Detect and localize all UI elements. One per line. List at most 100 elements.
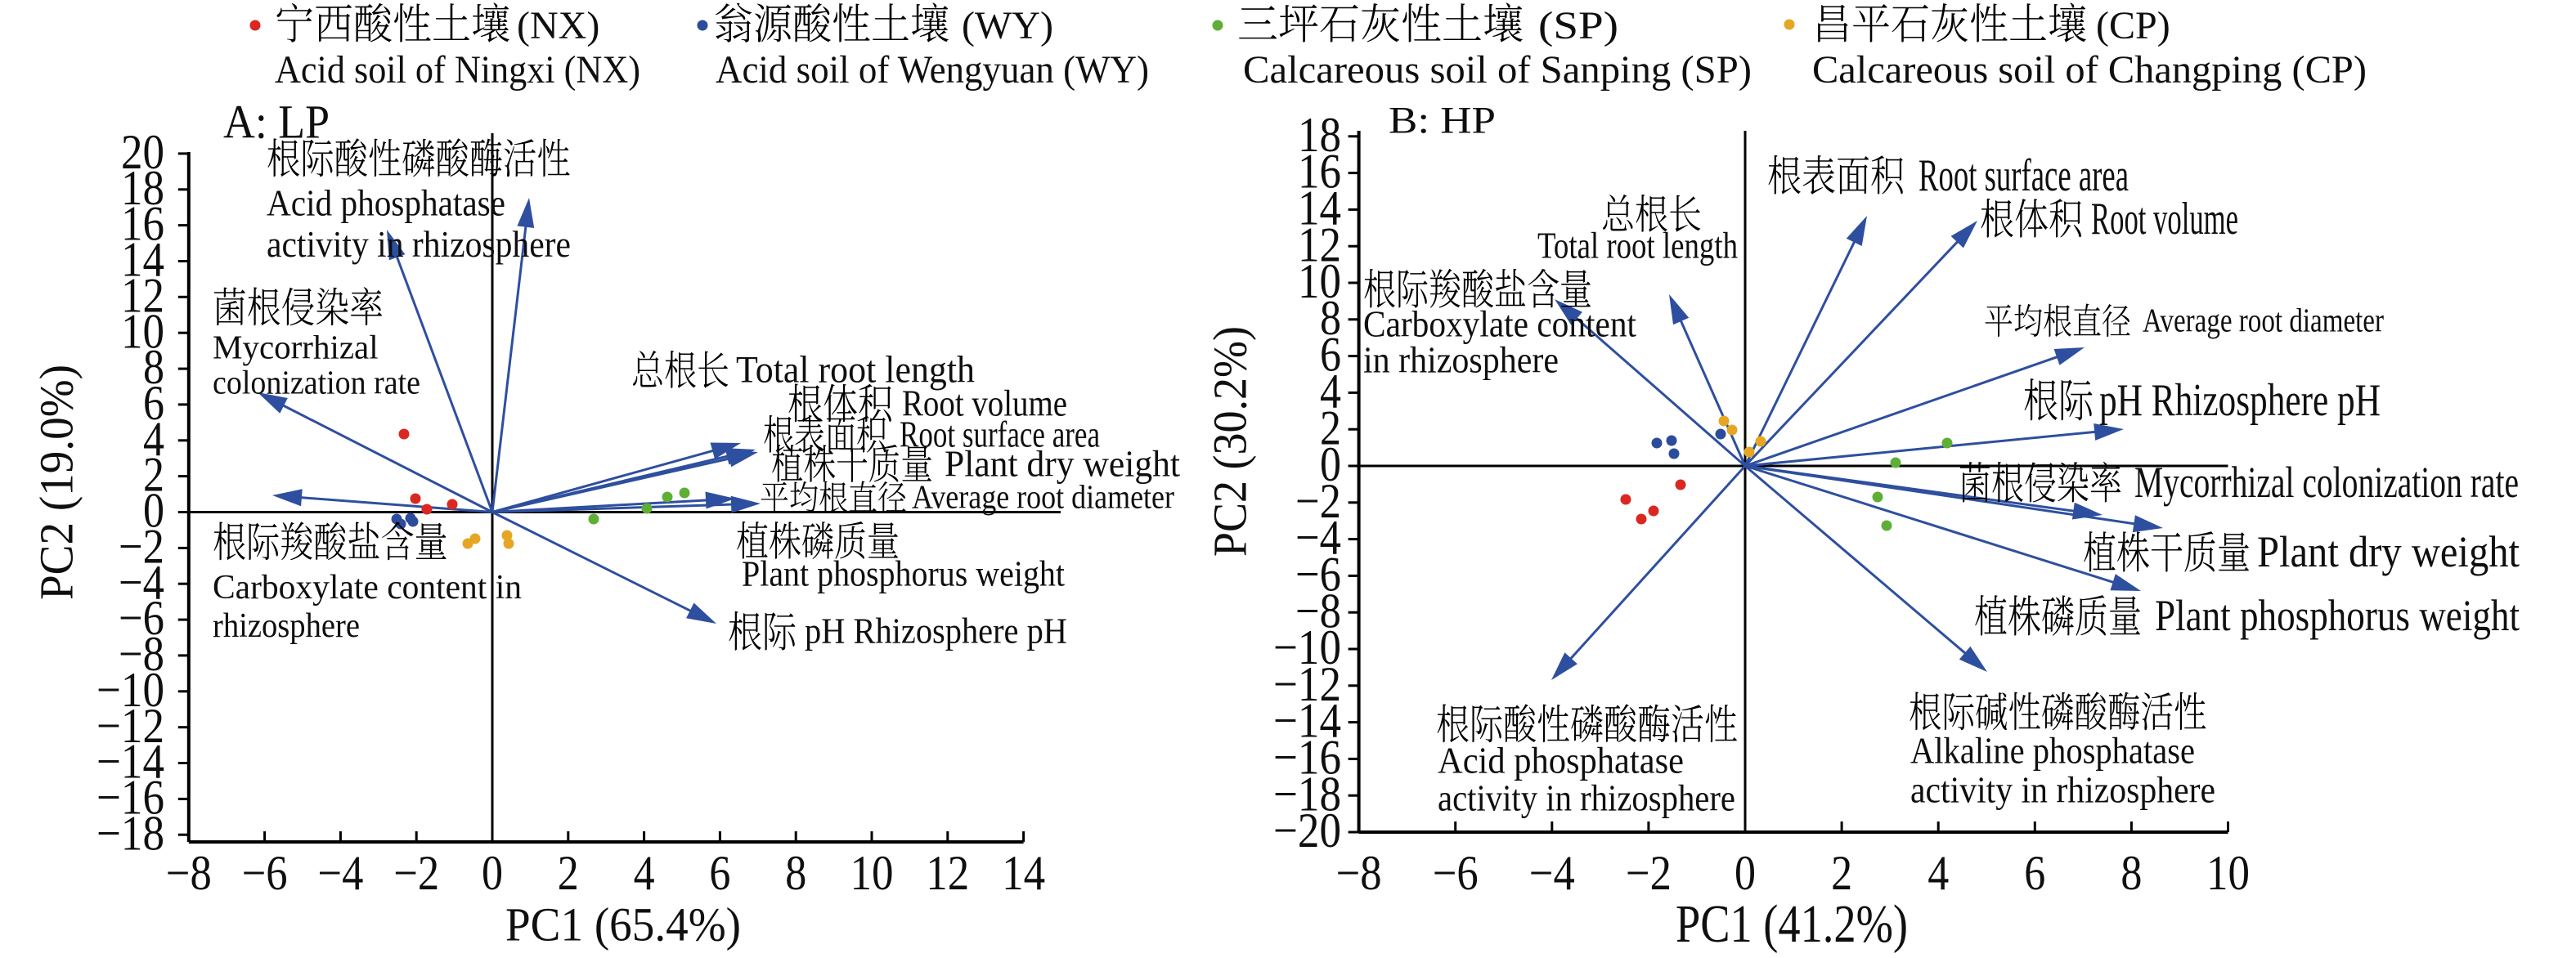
svg-text:PC1 (65.4%): PC1 (65.4%) (505, 898, 741, 951)
svg-text:4: 4 (143, 412, 164, 466)
svg-text:0: 0 (143, 484, 164, 538)
svg-text:−10: −10 (1273, 620, 1341, 674)
svg-text:Total root length: Total root length (1537, 224, 1738, 266)
svg-text:Root surface area: Root surface area (900, 413, 1100, 454)
svg-text:Acid soil of Wengyuan (WY): Acid soil of Wengyuan (WY) (716, 48, 1149, 92)
svg-text:4: 4 (634, 846, 655, 900)
svg-text:20: 20 (121, 125, 164, 179)
svg-text:pH Rhizosphere pH: pH Rhizosphere pH (805, 611, 1067, 651)
svg-text:6: 6 (1320, 328, 1341, 382)
svg-text:−12: −12 (1273, 657, 1341, 711)
svg-text:PC2 (19.0%): PC2 (19.0%) (29, 365, 83, 600)
svg-text:0: 0 (482, 846, 503, 900)
svg-text:−8: −8 (1336, 846, 1382, 900)
svg-text:(SP): (SP) (1538, 4, 1618, 47)
svg-text:Acid soil of Ningxi (NX): Acid soil of Ningxi (NX) (275, 48, 640, 92)
svg-text:Carboxylate content: Carboxylate content (1363, 302, 1636, 344)
svg-text:12: 12 (926, 846, 969, 900)
svg-text:−6: −6 (119, 591, 164, 645)
svg-text:PC1 (41.2%): PC1 (41.2%) (1676, 894, 1908, 954)
svg-text:−8: −8 (1295, 584, 1341, 638)
svg-text:0: 0 (1735, 846, 1756, 900)
svg-text:12: 12 (121, 268, 164, 322)
svg-text:14: 14 (1002, 846, 1045, 900)
svg-text:PC2 (30.2%): PC2 (30.2%) (1203, 326, 1256, 557)
svg-text:Calcareous soil of Sanping (SP: Calcareous soil of Sanping (SP) (1243, 48, 1752, 92)
svg-text:Total root length: Total root length (736, 349, 975, 392)
svg-text:16: 16 (1298, 145, 1341, 199)
svg-text:Calcareous soil of Changping (: Calcareous soil of Changping (CP) (1812, 48, 2367, 92)
svg-text:−2: −2 (393, 846, 439, 900)
svg-text:−4: −4 (317, 846, 363, 900)
svg-text:16: 16 (121, 197, 164, 251)
svg-text:Mycorrhizal: Mycorrhizal (213, 329, 379, 366)
svg-text:(WY): (WY) (962, 4, 1053, 47)
svg-text:Acid phosphatase: Acid phosphatase (267, 181, 505, 223)
svg-text:−4: −4 (119, 555, 164, 609)
svg-text:−20: −20 (1273, 804, 1341, 857)
svg-text:−18: −18 (96, 806, 164, 860)
svg-text:18: 18 (1298, 108, 1341, 162)
svg-text:−2: −2 (1295, 474, 1341, 528)
svg-text:−4: −4 (1295, 511, 1341, 565)
svg-text:−6: −6 (1295, 548, 1341, 602)
svg-text:4: 4 (1928, 846, 1949, 900)
svg-text:A: LP: A: LP (223, 95, 330, 148)
svg-text:2: 2 (1320, 401, 1341, 454)
svg-text:Acid phosphatase: Acid phosphatase (1438, 739, 1684, 781)
svg-text:Mycorrhizal colonization rate: Mycorrhizal colonization rate (2134, 458, 2519, 507)
svg-text:14: 14 (1298, 181, 1341, 235)
svg-text:2: 2 (558, 846, 579, 900)
svg-text:8: 8 (143, 340, 164, 394)
svg-text:2: 2 (1831, 846, 1852, 900)
svg-text:−16: −16 (96, 771, 164, 825)
svg-text:Plant dry weight: Plant dry weight (945, 442, 1180, 484)
svg-text:activity in rhizosphere: activity in rhizosphere (1910, 768, 2215, 810)
svg-text:activity in rhizosphere: activity in rhizosphere (1438, 777, 1735, 818)
svg-text:6: 6 (2024, 846, 2045, 900)
svg-text:B: HP: B: HP (1389, 100, 1496, 142)
svg-text:−10: −10 (96, 663, 164, 717)
svg-text:10: 10 (2206, 846, 2250, 900)
svg-text:Plant dry weight: Plant dry weight (2257, 527, 2520, 576)
svg-text:−6: −6 (1433, 846, 1479, 900)
svg-text:0: 0 (1320, 437, 1341, 491)
svg-text:6: 6 (143, 376, 164, 430)
svg-text:Plant phosphorus weight: Plant phosphorus weight (742, 554, 1065, 594)
svg-text:14: 14 (121, 233, 164, 287)
svg-text:2: 2 (143, 448, 164, 502)
svg-text:10: 10 (1298, 254, 1341, 308)
svg-text:Root volume: Root volume (902, 382, 1067, 423)
svg-text:in rhizosphere: in rhizosphere (1363, 338, 1559, 380)
svg-text:colonization rate: colonization rate (213, 364, 420, 401)
svg-text:−14: −14 (96, 735, 164, 789)
svg-text:12: 12 (1298, 217, 1341, 271)
svg-text:−8: −8 (119, 627, 164, 681)
svg-text:(NX): (NX) (517, 4, 599, 47)
svg-text:−16: −16 (1273, 731, 1341, 785)
svg-text:Root volume: Root volume (2091, 194, 2238, 244)
svg-text:(CP): (CP) (2096, 4, 2170, 47)
svg-text:8: 8 (785, 846, 806, 900)
svg-text:Carboxylate content in: Carboxylate content in (213, 569, 522, 607)
svg-text:Average root diameter: Average root diameter (912, 478, 1174, 516)
svg-text:10: 10 (850, 846, 894, 900)
svg-text:−12: −12 (96, 699, 164, 753)
svg-text:Average root diameter: Average root diameter (2143, 302, 2384, 339)
svg-text:pH Rhizosphere pH: pH Rhizosphere pH (2099, 375, 2381, 426)
svg-text:Plant phosphorus weight: Plant phosphorus weight (2155, 591, 2520, 640)
svg-text:18: 18 (121, 161, 164, 215)
svg-text:8: 8 (2120, 846, 2142, 900)
svg-text:−8: −8 (166, 846, 212, 900)
svg-text:−2: −2 (119, 520, 164, 574)
svg-text:−2: −2 (1626, 846, 1672, 900)
svg-text:−4: −4 (1529, 846, 1575, 900)
svg-text:−14: −14 (1273, 694, 1341, 748)
svg-text:Alkaline phosphatase: Alkaline phosphatase (1910, 729, 2195, 771)
svg-text:Root surface area: Root surface area (1919, 150, 2129, 201)
svg-text:8: 8 (1320, 291, 1341, 345)
svg-text:−6: −6 (242, 846, 288, 900)
svg-text:rhizosphere: rhizosphere (213, 607, 360, 645)
svg-text:4: 4 (1320, 365, 1341, 419)
svg-text:6: 6 (709, 846, 730, 900)
